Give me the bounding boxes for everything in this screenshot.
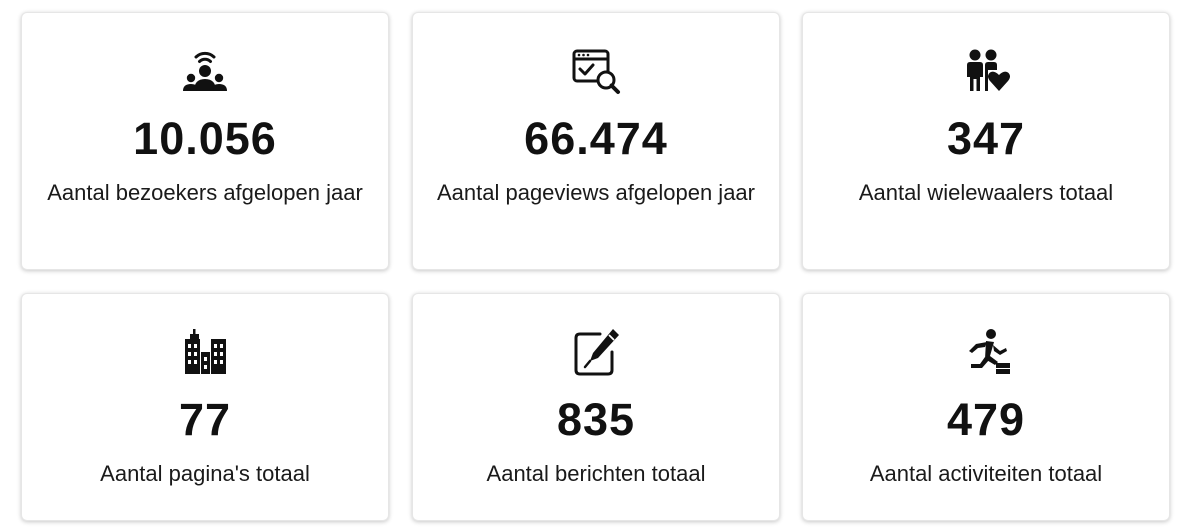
- stat-label: Aantal pagina's totaal: [100, 461, 310, 486]
- running-person-icon: [960, 326, 1012, 378]
- stat-label: Aantal bezoekers afgelopen jaar: [47, 180, 363, 205]
- stat-value: 77: [178, 394, 232, 445]
- stat-card-pages: 77 Aantal pagina's totaal: [21, 293, 389, 521]
- people-heart-icon: [960, 45, 1012, 97]
- stat-card-posts: 835 Aantal berichten totaal: [412, 293, 780, 521]
- edit-note-icon: [570, 326, 622, 378]
- buildings-icon: [179, 326, 231, 378]
- stat-label: Aantal activiteiten totaal: [869, 461, 1103, 486]
- stat-label: Aantal pageviews afgelopen jaar: [436, 180, 755, 205]
- stat-card-pageviews: 66.474 Aantal pageviews afgelopen jaar: [412, 12, 780, 270]
- stat-value: 835: [556, 394, 636, 445]
- stat-label: Aantal wielewaalers totaal: [858, 180, 1114, 205]
- stat-value: 10.056: [133, 113, 277, 164]
- stat-card-activities: 479 Aantal activiteiten totaal: [802, 293, 1170, 521]
- stat-card-visitors: 10.056 Aantal bezoekers afgelopen jaar: [21, 12, 389, 270]
- stat-label: Aantal berichten totaal: [486, 461, 706, 486]
- stat-value: 347: [946, 113, 1026, 164]
- stat-value: 66.474: [524, 113, 668, 164]
- stat-value: 479: [946, 394, 1026, 445]
- stat-card-members: 347 Aantal wielewaalers totaal: [802, 12, 1170, 270]
- pageviews-icon: [570, 45, 622, 97]
- visitors-icon: [179, 45, 231, 97]
